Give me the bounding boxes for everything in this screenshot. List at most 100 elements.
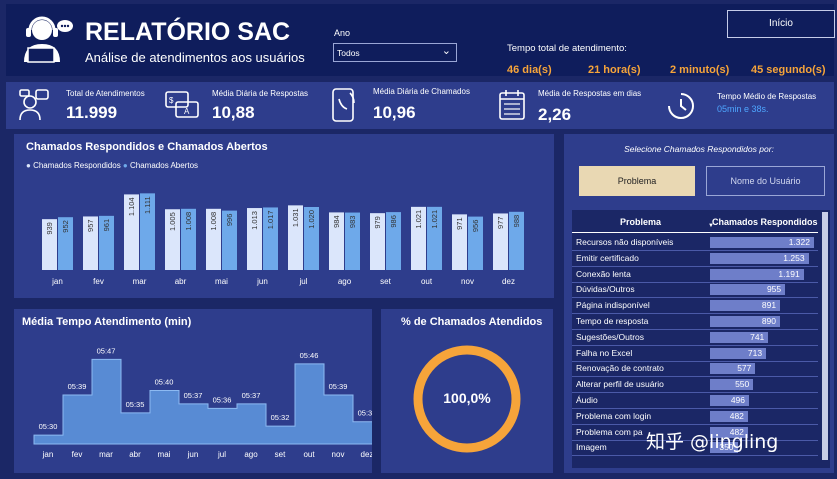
row-bar [710, 442, 738, 454]
row-label: Falha no Excel [576, 347, 633, 358]
row-label: Alterar perfil de usuário [576, 379, 664, 390]
bar-chart-legend: ● Chamados Respondidos ● Chamados Aberto… [26, 161, 198, 170]
row-value: 741 [750, 331, 765, 342]
table-row[interactable]: Tempo de resposta 890 [572, 314, 818, 330]
area-label-mai: 05:40 [155, 378, 174, 387]
table-row[interactable]: Dúvidas/Outros 955 [572, 282, 818, 299]
bar-opened-jun[interactable] [263, 207, 278, 270]
donut-title: % de Chamados Atendidos [401, 316, 543, 328]
bar-responded-out[interactable] [411, 206, 426, 270]
row-label: Sugestões/Outros [576, 331, 645, 342]
row-bar [710, 316, 780, 327]
bar-responded-set[interactable] [370, 213, 385, 270]
row-bar [710, 363, 756, 375]
area-series[interactable] [33, 358, 372, 445]
table-row[interactable]: Sugestões/Outros 741 [572, 330, 818, 346]
table-row[interactable]: Emitir certificado 1.253 [572, 251, 818, 267]
area-label-ago: 05:37 [242, 391, 261, 400]
bar-opened-out[interactable] [427, 206, 442, 270]
area-label-jul: 05:36 [213, 395, 232, 404]
x-tick-set: set [380, 277, 391, 286]
home-button[interactable]: Início [727, 10, 835, 38]
bar-label-responded-fev: 957 [86, 219, 95, 232]
table-row[interactable]: Renovação de contrato 577 [572, 361, 818, 378]
bar-opened-abr[interactable] [181, 208, 196, 270]
kpi-avg-time-label: Tempo Médio de Respostas [717, 92, 817, 101]
svg-text:$: $ [169, 96, 174, 105]
home-button-label: Início [769, 18, 793, 29]
table-row[interactable]: Página indisponível 891 [572, 298, 818, 315]
total-time-hours: 21 hora(s) [588, 64, 641, 76]
bar-opened-ago[interactable] [345, 212, 360, 270]
bar-label-opened-jan: 952 [61, 220, 70, 233]
bar-opened-fev[interactable] [99, 215, 114, 270]
bar-responded-fev[interactable] [83, 216, 98, 270]
table-row[interactable]: Recursos não disponíveis 1.322 [572, 235, 818, 251]
total-time-minutes: 2 minuto(s) [670, 64, 730, 76]
area-label-out: 05:46 [300, 351, 319, 360]
bar-responded-jun[interactable] [247, 208, 262, 270]
bar-label-opened-jul: 1.020 [307, 210, 316, 229]
table-header: Problema ▼ Chamados Respondidos [572, 210, 818, 233]
table-row[interactable]: Imagem 350 [572, 440, 818, 457]
area-x-tick-jun: jun [187, 450, 199, 459]
table-row[interactable]: Problema com login 482 [572, 409, 818, 425]
table-row[interactable]: Alterar perfil de usuário 550 [572, 377, 818, 394]
kpi-daily-calls-value: 10,96 [373, 103, 416, 122]
calendar-icon [498, 88, 526, 122]
bar-responded-abr[interactable] [165, 209, 180, 270]
table-row[interactable]: Áudio 496 [572, 393, 818, 409]
bar-opened-jan[interactable] [58, 217, 73, 270]
row-bar [710, 268, 804, 280]
row-value: 1.191 [778, 268, 800, 279]
username-button[interactable]: Nome do Usuário [706, 166, 825, 196]
bar-responded-dez[interactable] [493, 213, 508, 270]
bar-responded-ago[interactable] [329, 212, 344, 270]
donut-chart [413, 345, 521, 453]
area-x-tick-mai: mai [158, 450, 171, 459]
bar-responded-mai[interactable] [206, 208, 221, 270]
bar-label-opened-jun: 1.017 [266, 210, 275, 229]
bar-label-opened-mar: 1.111 [143, 196, 152, 214]
bar-opened-mai[interactable] [222, 210, 237, 270]
problem-button[interactable]: Problema [579, 166, 695, 196]
x-tick-jan: jan [51, 277, 63, 286]
page-subtitle: Análise de atendimentos aos usuários [85, 50, 305, 65]
bar-opened-nov[interactable] [468, 216, 483, 270]
year-select[interactable]: Todos ⌄ [333, 43, 457, 62]
bar-opened-mar[interactable] [140, 193, 155, 270]
bar-responded-mar[interactable] [124, 194, 139, 270]
bar-label-responded-out: 1.021 [414, 210, 423, 229]
bar-opened-set[interactable] [386, 212, 401, 270]
col-header-problem[interactable]: Problema [620, 217, 662, 227]
bar-label-opened-ago: 983 [348, 216, 357, 229]
donut-ring [413, 345, 521, 453]
col-header-count[interactable]: Chamados Respondidos [712, 217, 818, 227]
table-row[interactable]: Conexão lenta 1.191 [572, 267, 818, 283]
kpi-avg-time-value: 05min e 38s. [717, 104, 769, 114]
bar-responded-jul[interactable] [288, 205, 303, 270]
row-value: 577 [737, 363, 752, 374]
page-title: RELATÓRIO SAC [85, 18, 291, 46]
bar-opened-dez[interactable] [509, 211, 524, 270]
svg-text:A: A [184, 107, 190, 116]
bar-opened-jul[interactable] [304, 207, 319, 270]
table-row[interactable]: Problema com pa 482 [572, 425, 818, 441]
area-x-tick-out: out [303, 450, 315, 459]
legend-dot-opened: ● [122, 161, 128, 170]
bar-responded-jan[interactable] [42, 219, 57, 270]
table-row[interactable]: Falha no Excel 713 [572, 346, 818, 362]
area-x-tick-mar: mar [99, 450, 113, 459]
bar-responded-nov[interactable] [452, 214, 467, 270]
table-scrollbar[interactable] [822, 212, 828, 460]
support-agent-icon [18, 12, 74, 64]
area-label-jun: 05:37 [184, 391, 203, 400]
donut-value: 100,0% [443, 390, 491, 406]
problem-table: Problema ▼ Chamados Respondidos Recursos… [572, 210, 830, 468]
bar-label-opened-out: 1.021 [430, 210, 439, 229]
x-tick-mai: mai [215, 277, 228, 286]
area-x-tick-nov: nov [332, 450, 345, 459]
sort-arrow-icon: ▼ [708, 223, 714, 229]
row-value: 550 [735, 379, 750, 390]
x-tick-jul: jul [298, 277, 307, 286]
